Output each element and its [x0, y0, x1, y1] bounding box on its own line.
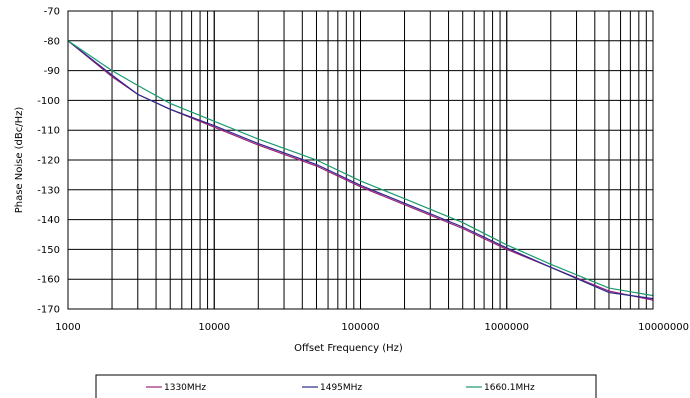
y-tick-label: -140 — [37, 215, 60, 226]
legend-label: 1660.1MHz — [484, 383, 535, 393]
x-tick-label: 1000 — [55, 322, 80, 333]
x-tick-label: 10000000 — [638, 322, 689, 333]
x-tick-label: 100000 — [341, 322, 379, 333]
y-tick-label: -80 — [44, 36, 60, 47]
plot-frame — [67, 10, 654, 310]
y-tick-label: -90 — [44, 66, 60, 77]
series-line-1660.1MHz — [67, 40, 654, 297]
legend-label: 1330MHz — [164, 383, 206, 393]
y-tick-label: -100 — [37, 96, 60, 107]
y-tick-label: -150 — [37, 245, 60, 256]
grid-lines — [67, 10, 654, 310]
x-tick-label: 1000000 — [484, 322, 529, 333]
y-tick-labels: -70 -80 -90 -100 -110 -120 -130 -140 -150 -160 -17… — [37, 7, 60, 316]
y-tick-label: -110 — [37, 126, 60, 137]
x-axis-title: Offset Frequency (Hz) — [294, 343, 403, 354]
x-tick-label: 10000 — [198, 322, 230, 333]
y-axis-title: Phase Noise (dBc/Hz) — [14, 107, 25, 214]
series-lines — [67, 40, 654, 301]
legend-label: 1495MHz — [320, 383, 362, 393]
y-tick-label: -70 — [44, 7, 60, 18]
legend-box — [95, 374, 597, 398]
y-tick-label: -130 — [37, 185, 60, 196]
x-tick-labels: 1000 10000 100000 1000000 10000000 — [55, 322, 689, 333]
legend: 1330MHz 1495MHz 1660.1MHz — [95, 374, 597, 398]
series-line-1495MHz — [67, 40, 654, 300]
y-tick-label: -160 — [37, 275, 60, 286]
y-tick-label: -120 — [37, 156, 60, 167]
y-tick-label: -170 — [37, 305, 60, 316]
